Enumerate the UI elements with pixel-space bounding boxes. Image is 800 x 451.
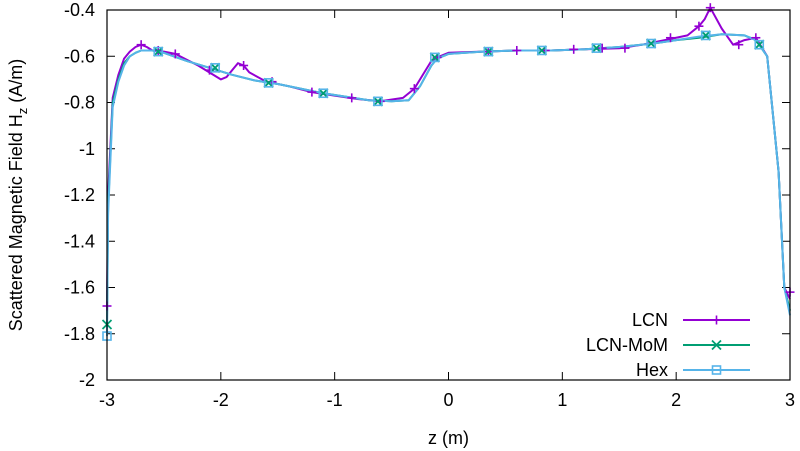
x-tick-label: 0: [443, 390, 453, 410]
data-point-lcn: [170, 49, 180, 59]
y-axis-title-subscript: z: [15, 108, 30, 115]
x-tick-label: -1: [327, 390, 343, 410]
data-point-hex: [430, 52, 440, 63]
legend-entry-lcn-mom: LCN-MoM: [586, 335, 750, 355]
y-tick-label: -0.8: [64, 93, 95, 113]
data-point-lcn: [409, 84, 419, 94]
x-tick-label: 3: [785, 390, 795, 410]
data-point-lcn: [665, 33, 675, 43]
series-line-hex: [106, 33, 791, 337]
y-tick-label: -1.4: [64, 231, 95, 251]
data-point-hex: [483, 46, 494, 57]
series-line-lcn-mom: [106, 33, 791, 325]
data-point-lcn-mom: [372, 96, 384, 107]
data-point-hex: [153, 46, 164, 57]
data-point-lcn-mom: [263, 77, 274, 88]
data-point-hex: [700, 30, 711, 41]
data-point-lcn: [694, 21, 704, 31]
data-point-hex: [591, 43, 602, 53]
data-point-lcn: [734, 40, 744, 50]
plot-frame: [106, 9, 791, 381]
data-point-lcn-mom: [591, 43, 602, 54]
data-point-lcn-mom: [536, 45, 547, 56]
data-point-lcn: [705, 3, 715, 13]
data-point-hex: [263, 78, 274, 88]
y-tick-label: -1.6: [64, 278, 95, 298]
series-markers: [101, 3, 795, 341]
series-line-lcn: [106, 6, 791, 307]
data-point-hex: [646, 38, 656, 49]
y-axis-title-unit: (A/m): [6, 59, 26, 108]
data-point-lcn-mom: [645, 38, 657, 49]
legend-marker: [712, 315, 721, 325]
legend-swatch-lcn: [683, 315, 750, 325]
data-point-lcn: [136, 40, 146, 50]
data-point-lcn: [347, 93, 357, 103]
data-point-lcn: [620, 43, 630, 53]
data-point-lcn: [512, 45, 522, 55]
legend-label-lcn: LCN: [632, 310, 668, 330]
data-point-hex: [373, 96, 383, 107]
axis-ticks: -3 -2 -1 0 1 2 3-2-1.8-1.6-1.4-1.2-1-0.8-0.6-0…: [64, 0, 795, 410]
data-point-lcn-mom: [754, 39, 765, 50]
legend-marker: [711, 339, 722, 351]
data-point-lcn: [569, 44, 579, 54]
y-tick-label: -0.4: [64, 0, 95, 20]
legend-label-lcn-mom: LCN-MoM: [586, 335, 668, 355]
legend: LCN LCN-MoM Hex: [586, 310, 750, 380]
y-tick-label: -1.2: [64, 185, 95, 205]
data-point-hex: [210, 63, 220, 73]
data-point-lcn: [597, 43, 607, 53]
data-point-lcn-mom: [318, 88, 329, 99]
data-point-lcn: [307, 87, 317, 97]
data-point-hex: [754, 39, 765, 50]
x-tick-label: 2: [671, 390, 681, 410]
data-point-lcn-mom: [483, 46, 494, 57]
legend-entry-hex: Hex: [636, 360, 750, 380]
data-point-hex: [318, 88, 329, 99]
x-tick-label: -2: [213, 390, 229, 410]
x-tick-label: -3: [99, 390, 115, 410]
y-axis-title-main: Scattered Magnetic Field H: [6, 114, 26, 331]
data-point-lcn-mom: [700, 30, 711, 41]
y-tick-label: -1.8: [64, 324, 95, 344]
data-point-lcn-mom: [429, 52, 440, 63]
y-tick-label: -2: [79, 370, 95, 390]
legend-marker: [711, 365, 722, 375]
data-point-lcn: [239, 61, 249, 70]
x-axis-title: z (m): [428, 428, 469, 448]
y-tick-label: -1: [79, 139, 95, 159]
data-point-hex: [537, 45, 547, 56]
legend-swatch-lcn-mom: [683, 339, 750, 351]
legend-swatch-hex: [683, 365, 750, 375]
series-lines: [106, 6, 791, 337]
data-point-lcn-mom: [153, 46, 164, 57]
y-tick-label: -0.6: [64, 46, 95, 66]
x-tick-label: 1: [557, 390, 567, 410]
legend-label-hex: Hex: [636, 360, 668, 380]
legend-entry-lcn: LCN: [632, 310, 750, 330]
y-axis-title: Scattered Magnetic Field Hz (A/m): [6, 59, 30, 332]
data-point-lcn-mom: [210, 62, 221, 73]
